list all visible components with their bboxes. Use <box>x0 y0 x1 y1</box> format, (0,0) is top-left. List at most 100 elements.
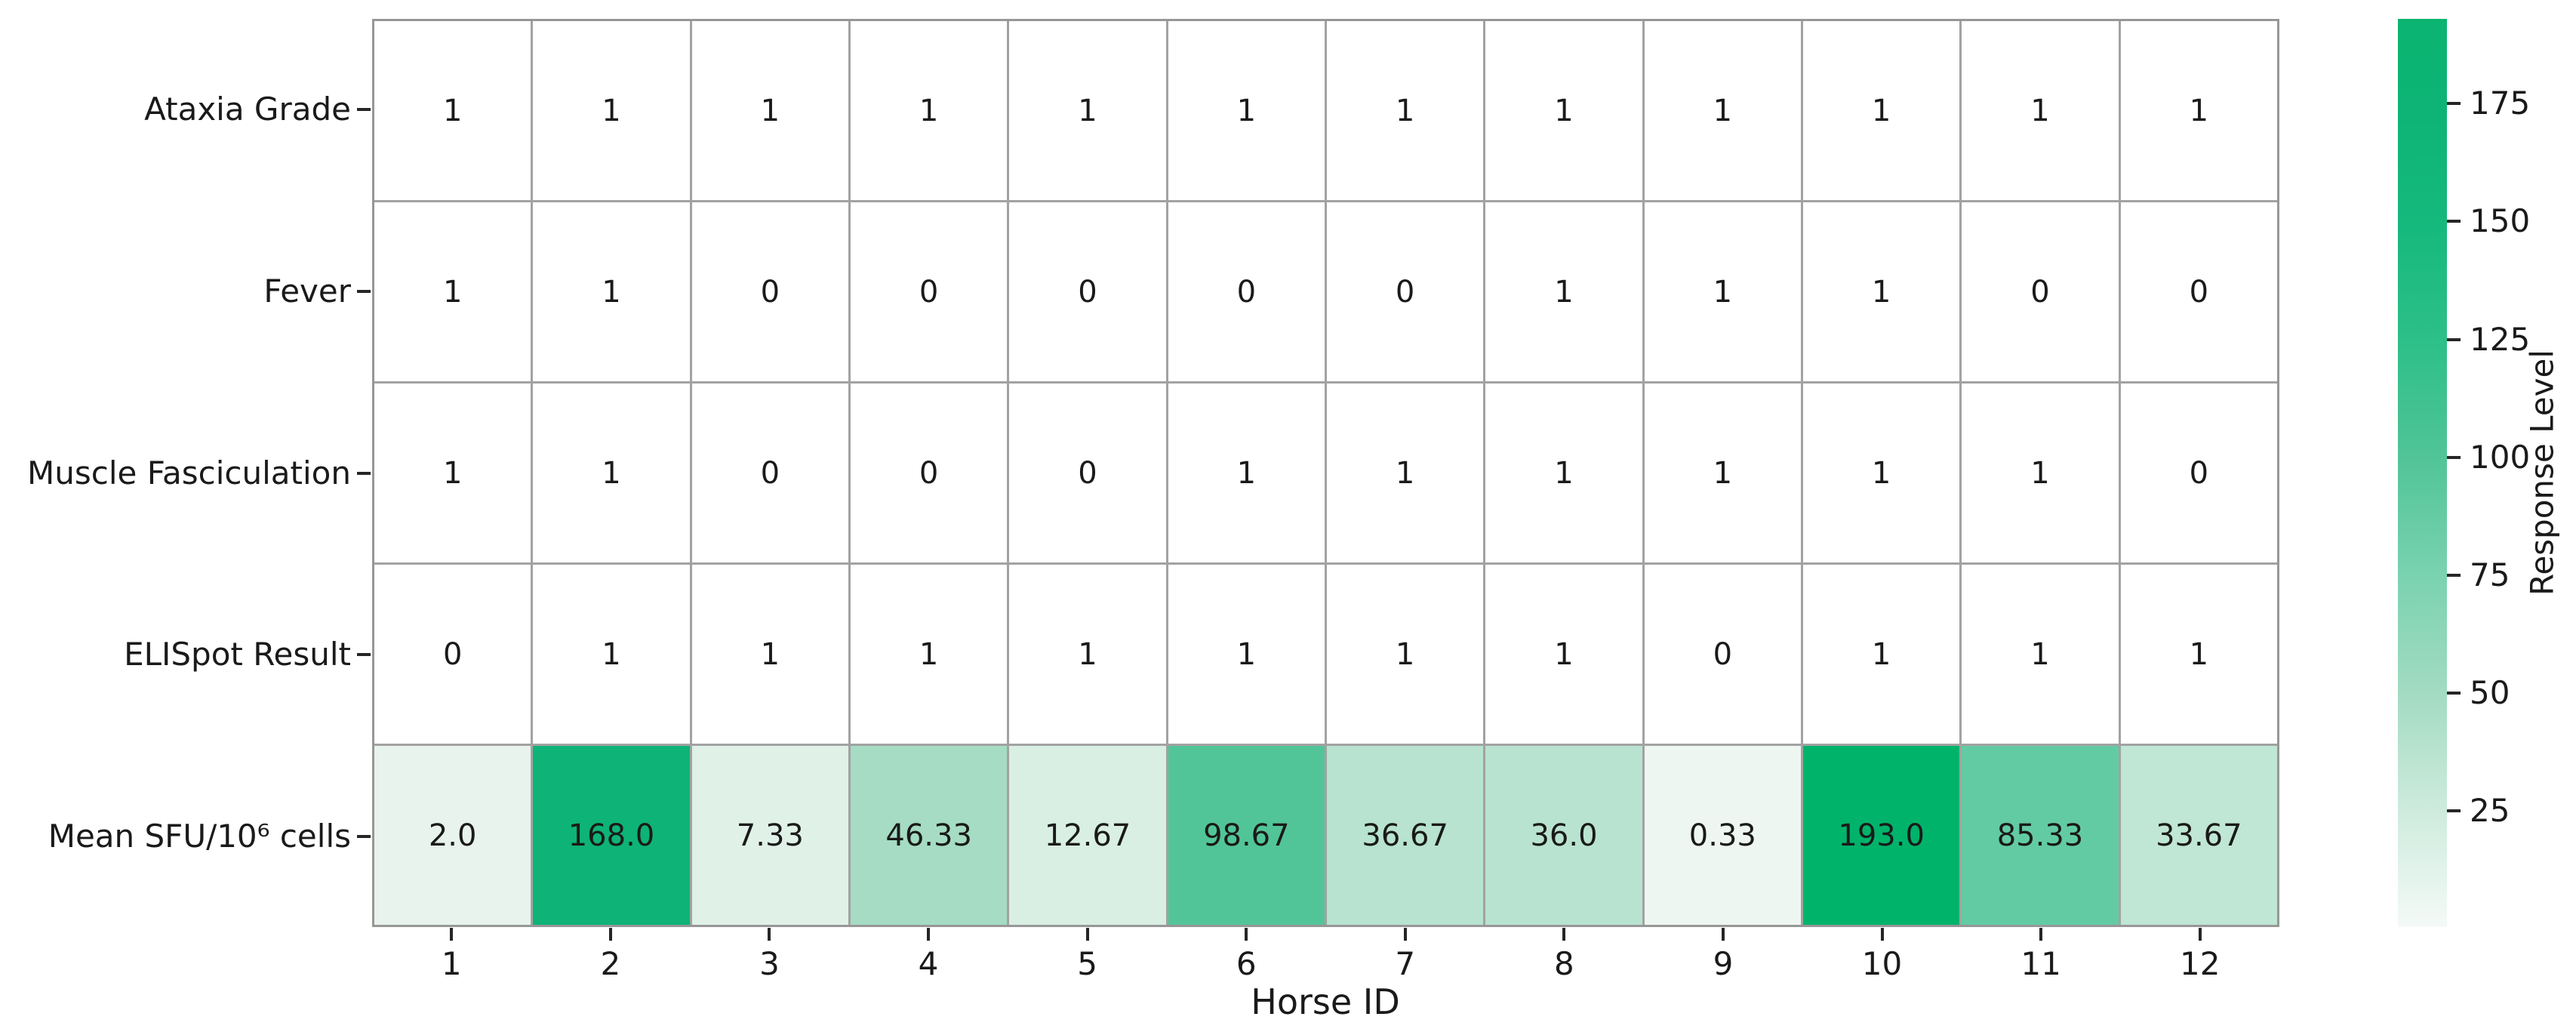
heatmap-cell: 1 <box>1802 21 1960 200</box>
x-tick-mark <box>927 928 931 941</box>
y-tick-label: Ataxia Grade <box>144 91 351 128</box>
heatmap-cell: 1 <box>2120 565 2277 744</box>
x-tick-label: 6 <box>1236 945 1257 982</box>
heatmap-cell: 1 <box>1326 21 1484 200</box>
heatmap-cell: 1 <box>1644 384 1801 562</box>
heatmap-cell: 1 <box>1644 21 1801 200</box>
heatmap-cell: 168.0 <box>533 746 690 925</box>
heatmap-cell: 0 <box>850 202 1008 381</box>
heatmap-cell: 0 <box>2120 384 2277 562</box>
heatmap-cell: 1 <box>1485 565 1642 744</box>
colorbar-tick-mark <box>2447 809 2461 812</box>
heatmap-cell: 0.33 <box>1644 746 1801 925</box>
x-tick-mark <box>450 928 454 941</box>
x-tick-mark <box>1562 928 1566 941</box>
heatmap-cell: 1 <box>850 21 1008 200</box>
x-tick-mark <box>1403 928 1407 941</box>
colorbar-tick-mark <box>2447 455 2461 459</box>
x-tick-mark <box>2039 928 2043 941</box>
heatmap-cell: 1 <box>1802 202 1960 381</box>
y-tick-mark <box>357 471 371 475</box>
colorbar-tick-label: 50 <box>2470 673 2510 711</box>
heatmap-cell: 36.0 <box>1485 746 1642 925</box>
x-tick-label: 10 <box>1861 945 1903 982</box>
heatmap-cell: 1 <box>533 384 690 562</box>
heatmap-cell: 1 <box>1802 565 1960 744</box>
heatmap-cell: 1 <box>1962 565 2119 744</box>
x-tick-label: 3 <box>759 945 780 982</box>
x-tick-mark <box>2198 928 2202 941</box>
x-tick-mark <box>1085 928 1089 941</box>
heatmap-cell: 1 <box>533 202 690 381</box>
heatmap-cell: 1 <box>1802 384 1960 562</box>
heatmap-cell: 1 <box>1644 202 1801 381</box>
heatmap-cell: 1 <box>691 565 848 744</box>
heatmap-cell: 36.67 <box>1326 746 1484 925</box>
x-tick-mark <box>1721 928 1725 941</box>
y-tick-mark <box>357 834 371 838</box>
x-tick-label: 11 <box>2020 945 2061 982</box>
x-tick-label: 9 <box>1713 945 1734 982</box>
colorbar-tick-label: 100 <box>2470 438 2531 476</box>
heatmap-cell: 0 <box>850 384 1008 562</box>
y-tick-mark <box>357 653 371 657</box>
heatmap-cell: 0 <box>374 565 531 744</box>
heatmap-cell: 1 <box>1485 384 1642 562</box>
x-tick-label: 1 <box>441 945 462 982</box>
colorbar-tick-label: 150 <box>2470 202 2531 240</box>
y-tick-mark <box>357 289 371 293</box>
x-tick-label: 4 <box>918 945 939 982</box>
colorbar-tick-mark <box>2447 573 2461 577</box>
heatmap-cell: 1 <box>2120 21 2277 200</box>
colorbar-tick-label: 125 <box>2470 320 2531 358</box>
colorbar-tick-mark <box>2447 102 2461 106</box>
heatmap-cell: 0 <box>2120 202 2277 381</box>
x-tick-label: 8 <box>1554 945 1574 982</box>
heatmap-cell: 2.0 <box>374 746 531 925</box>
heatmap-cell: 1 <box>1326 565 1484 744</box>
heatmap-cell: 0 <box>1009 384 1166 562</box>
heatmap-cell: 0 <box>1644 565 1801 744</box>
colorbar-tick-label: 75 <box>2470 556 2510 593</box>
heatmap-cell: 1 <box>374 21 531 200</box>
heatmap-cell: 0 <box>1962 202 2119 381</box>
colorbar-tick-mark <box>2447 220 2461 223</box>
x-axis-title: Horse ID <box>1251 981 1400 1022</box>
heatmap-cell: 1 <box>1962 384 2119 562</box>
heatmap-cell: 193.0 <box>1802 746 1960 925</box>
heatmap-cell: 0 <box>691 384 848 562</box>
x-tick-mark <box>608 928 612 941</box>
heatmap-cell: 1 <box>850 565 1008 744</box>
y-tick-label: ELISpot Result <box>124 636 351 673</box>
colorbar-tick-label: 25 <box>2470 791 2510 829</box>
heatmap-cell: 1 <box>1168 565 1325 744</box>
heatmap-cell: 0 <box>1009 202 1166 381</box>
heatmap-cell: 1 <box>1326 384 1484 562</box>
heatmap-cell: 1 <box>691 21 848 200</box>
heatmap-cell: 33.67 <box>2120 746 2277 925</box>
heatmap-cell: 85.33 <box>1962 746 2119 925</box>
colorbar-tick-mark <box>2447 337 2461 341</box>
heatmap-cell: 7.33 <box>691 746 848 925</box>
y-tick-label: Muscle Fasciculation <box>27 454 351 491</box>
colorbar-title: Response Level <box>2523 350 2561 596</box>
heatmap-cell: 0 <box>691 202 848 381</box>
x-tick-label: 12 <box>2179 945 2221 982</box>
heatmap-cell: 46.33 <box>850 746 1008 925</box>
heatmap-cell: 1 <box>1009 21 1166 200</box>
colorbar <box>2398 19 2447 927</box>
heatmap-cell: 1 <box>374 384 531 562</box>
heatmap-cell: 0 <box>1326 202 1484 381</box>
y-tick-mark <box>357 108 371 112</box>
x-tick-label: 7 <box>1395 945 1416 982</box>
heatmap-cell: 12.67 <box>1009 746 1166 925</box>
x-tick-mark <box>1245 928 1248 941</box>
x-tick-mark <box>1880 928 1884 941</box>
heatmap-cell: 1 <box>533 565 690 744</box>
x-tick-label: 5 <box>1077 945 1097 982</box>
heatmap-cell: 1 <box>374 202 531 381</box>
y-tick-label: Fever <box>263 272 351 310</box>
heatmap-cell: 98.67 <box>1168 746 1325 925</box>
